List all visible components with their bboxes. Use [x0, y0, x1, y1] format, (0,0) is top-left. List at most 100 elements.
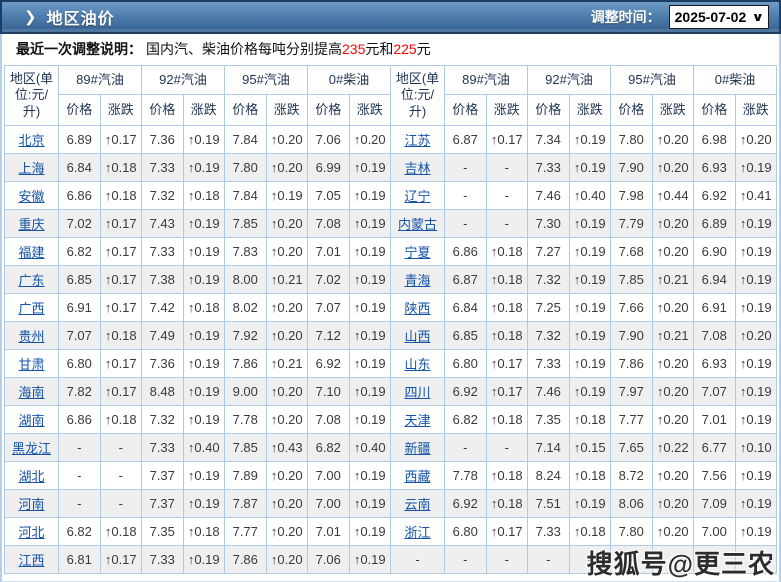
- chevron-right-icon: ❯: [24, 9, 37, 26]
- change-cell: -: [485, 181, 528, 210]
- price-header: 价格: [527, 94, 570, 126]
- change-cell: ↑0.19: [182, 461, 225, 490]
- region-link[interactable]: 贵州: [18, 329, 45, 344]
- price-cell: 7.09: [693, 489, 736, 518]
- region-link[interactable]: 福建: [18, 245, 45, 260]
- price-cell: 6.89: [693, 209, 736, 238]
- notice-highlight-1: 235: [342, 41, 366, 57]
- region-link[interactable]: 陕西: [404, 301, 431, 316]
- change-cell: ↑0.17: [99, 237, 142, 266]
- region-link[interactable]: 河南: [18, 497, 45, 512]
- change-cell: ↑0.18: [485, 293, 528, 322]
- region-link[interactable]: 青海: [404, 273, 431, 288]
- change-cell: ↑0.19: [568, 237, 611, 266]
- region-cell: 浙江: [390, 517, 445, 546]
- region-link[interactable]: 河北: [18, 525, 45, 540]
- change-header: 涨跌: [182, 94, 225, 126]
- price-cell: 7.46: [527, 377, 570, 406]
- region-link[interactable]: 安徽: [18, 189, 45, 204]
- region-link[interactable]: 内蒙古: [397, 217, 437, 232]
- price-header: 价格: [693, 94, 736, 126]
- change-cell: ↑0.18: [182, 181, 225, 210]
- adjust-date-select[interactable]: 2025-07-02 ∨: [668, 5, 769, 29]
- price-cell: 7.08: [307, 405, 350, 434]
- table-row: 广西 6.91 ↑0.17 7.42 ↑0.18 8.02 ↑0.20 7.07 ↑0.19 陕西…: [4, 293, 777, 322]
- price-cell: 6.85: [444, 321, 487, 350]
- region-link[interactable]: 浙江: [404, 525, 431, 540]
- price-cell: 7.49: [141, 321, 184, 350]
- price-cell: 7.82: [58, 377, 101, 406]
- region-cell: 广东: [4, 265, 59, 294]
- price-cell: 6.86: [58, 181, 101, 210]
- region-cell: 山东: [390, 349, 445, 378]
- change-cell: -: [485, 433, 528, 462]
- region-link[interactable]: 海南: [18, 385, 45, 400]
- region-link[interactable]: 吉林: [404, 161, 431, 176]
- price-cell: 6.98: [693, 125, 736, 154]
- price-cell: -: [444, 181, 487, 210]
- region-link[interactable]: 广西: [18, 301, 45, 316]
- price-cell: 9.00: [224, 377, 267, 406]
- price-cell: 7.05: [307, 181, 350, 210]
- change-cell: ↑0.17: [99, 293, 142, 322]
- region-link[interactable]: 上海: [18, 161, 45, 176]
- change-cell: ↑0.19: [568, 349, 611, 378]
- region-cell: 西藏: [390, 461, 445, 490]
- change-cell: ↑0.20: [651, 293, 694, 322]
- change-cell: ↑0.19: [568, 489, 611, 518]
- region-link[interactable]: 湖南: [18, 413, 45, 428]
- price-header: 价格: [307, 94, 350, 126]
- price-cell: 6.90: [693, 237, 736, 266]
- change-cell: ↑0.17: [485, 349, 528, 378]
- table-row: 海南 7.82 ↑0.17 8.48 ↑0.19 9.00 ↑0.20 7.10 ↑0.19 四川…: [4, 377, 777, 406]
- region-link[interactable]: 山西: [404, 329, 431, 344]
- region-link[interactable]: 宁夏: [404, 245, 431, 260]
- price-cell: 6.99: [307, 153, 350, 182]
- price-cell: 6.77: [693, 433, 736, 462]
- adjust-time-label: 调整时间：: [590, 9, 661, 25]
- change-cell: ↑0.18: [485, 461, 528, 490]
- change-cell: ↑0.19: [348, 377, 391, 406]
- price-cell: 7.01: [693, 405, 736, 434]
- price-header: 价格: [224, 94, 267, 126]
- table-row: 安徽 6.86 ↑0.18 7.32 ↑0.18 7.84 ↑0.19 7.05 ↑0.19 辽宁…: [4, 181, 777, 210]
- change-cell: ↑0.20: [651, 517, 694, 546]
- price-cell: 7.01: [307, 237, 350, 266]
- region-link[interactable]: 江苏: [404, 133, 431, 148]
- region-link[interactable]: 山东: [404, 357, 431, 372]
- region-link[interactable]: 甘肃: [18, 357, 45, 372]
- price-cell: 7.33: [141, 545, 184, 574]
- region-link[interactable]: 新疆: [404, 441, 431, 456]
- change-cell: ↑0.20: [651, 405, 694, 434]
- price-cell: 7.89: [224, 461, 267, 490]
- price-cell: 7.84: [224, 181, 267, 210]
- widget-titlebar: ❯ 地区油价 调整时间： 2025-07-02 ∨: [0, 0, 781, 34]
- region-link[interactable]: 重庆: [18, 217, 45, 232]
- price-cell: 7.08: [307, 209, 350, 238]
- region-link[interactable]: 广东: [18, 273, 45, 288]
- region-link[interactable]: 云南: [404, 497, 431, 512]
- region-link[interactable]: 辽宁: [404, 189, 431, 204]
- region-cell: 吉林: [390, 153, 445, 182]
- change-cell: ↑0.18: [485, 237, 528, 266]
- region-link[interactable]: 湖北: [18, 469, 45, 484]
- region-link[interactable]: 江西: [18, 553, 45, 568]
- change-cell: ↑0.20: [265, 405, 308, 434]
- change-cell: ↑0.20: [265, 321, 308, 350]
- change-header: 涨跌: [568, 94, 611, 126]
- price-cell: 7.43: [141, 209, 184, 238]
- change-cell: ↑0.19: [348, 237, 391, 266]
- region-link[interactable]: 天津: [404, 413, 431, 428]
- price-cell: 6.84: [444, 293, 487, 322]
- price-cell: 7.66: [610, 293, 653, 322]
- price-cell: 6.82: [444, 405, 487, 434]
- region-link[interactable]: 西藏: [404, 469, 431, 484]
- region-link[interactable]: 四川: [404, 385, 431, 400]
- change-cell: ↑0.18: [99, 181, 142, 210]
- region-link[interactable]: 北京: [18, 133, 45, 148]
- region-link[interactable]: 黑龙江: [11, 441, 51, 456]
- price-cell: 7.78: [224, 405, 267, 434]
- price-cell: 7.07: [58, 321, 101, 350]
- price-cell: 7.33: [527, 517, 570, 546]
- price-cell: 7.86: [224, 349, 267, 378]
